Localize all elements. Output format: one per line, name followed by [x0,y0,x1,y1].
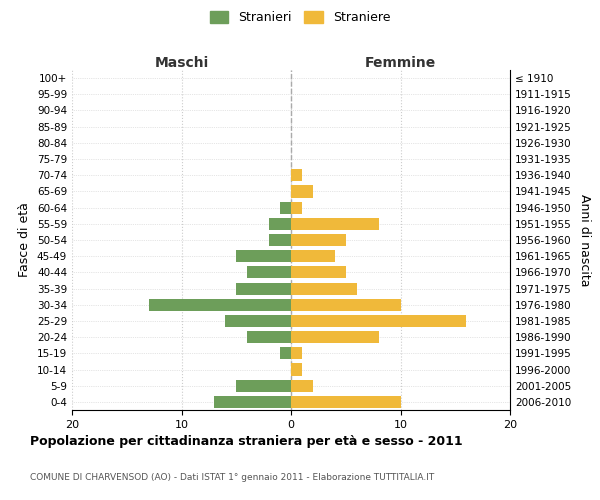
Text: Maschi: Maschi [154,56,209,70]
Text: Popolazione per cittadinanza straniera per età e sesso - 2011: Popolazione per cittadinanza straniera p… [30,435,463,448]
Y-axis label: Fasce di età: Fasce di età [19,202,31,278]
Bar [149,298,291,311]
Bar [291,266,346,278]
Bar [247,266,291,278]
Bar [280,348,291,360]
Bar [269,218,291,230]
Bar [291,282,357,294]
Bar [214,396,291,408]
Bar [291,202,302,213]
Bar [291,234,346,246]
Bar [291,315,466,327]
Bar [291,298,401,311]
Bar [291,348,302,360]
Text: Femmine: Femmine [365,56,436,70]
Bar [291,218,379,230]
Bar [291,396,401,408]
Legend: Stranieri, Straniere: Stranieri, Straniere [205,6,395,29]
Bar [291,364,302,376]
Bar [236,282,291,294]
Bar [291,250,335,262]
Bar [291,331,379,343]
Bar [291,186,313,198]
Text: COMUNE DI CHARVENSOD (AO) - Dati ISTAT 1° gennaio 2011 - Elaborazione TUTTITALIA: COMUNE DI CHARVENSOD (AO) - Dati ISTAT 1… [30,472,434,482]
Bar [247,331,291,343]
Bar [226,315,291,327]
Bar [269,234,291,246]
Bar [236,250,291,262]
Bar [291,380,313,392]
Bar [291,169,302,181]
Bar [236,380,291,392]
Bar [280,202,291,213]
Y-axis label: Anni di nascita: Anni di nascita [578,194,591,286]
